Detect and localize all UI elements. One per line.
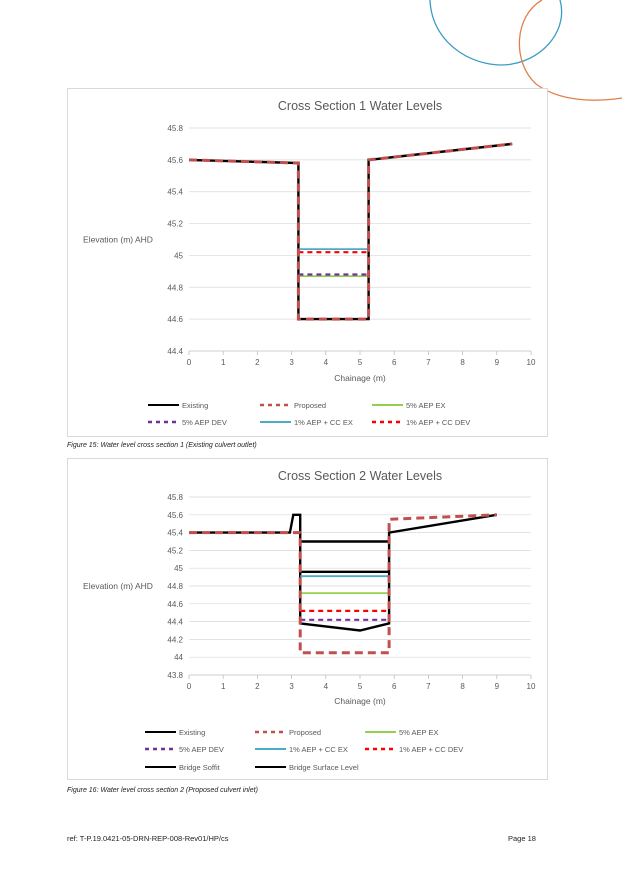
y-tick-label: 45.6 [167, 511, 183, 520]
legend-label: 5% AEP EX [399, 728, 438, 737]
x-tick-label: 2 [255, 358, 260, 367]
x-tick-label: 8 [460, 358, 465, 367]
chart-svg-1: Cross Section 1 Water Levels 44.4 44.6 44.8… [83, 99, 536, 427]
x-tick-label: 4 [324, 358, 329, 367]
y-tick-label: 44.4 [167, 347, 183, 356]
y-tick-label: 44.8 [167, 283, 183, 292]
x-tick-label: 9 [495, 682, 500, 691]
x-tick-label: 0 [187, 682, 192, 691]
legend-label: 1% AEP + CC EX [294, 418, 353, 427]
y-tick-label: 45 [174, 564, 183, 573]
x-tick-label: 1 [221, 682, 226, 691]
legend-label: 5% AEP DEV [179, 745, 224, 754]
x-tick-label: 10 [527, 682, 536, 691]
y-tick-label: 45 [174, 251, 183, 260]
y-tick-label: 44 [174, 653, 183, 662]
legend-label: 5% AEP EX [406, 401, 445, 410]
x-tick-label: 6 [392, 358, 397, 367]
figure-16-caption: Figure 16: Water level cross section 2 (… [67, 787, 258, 794]
legend-label: Proposed [294, 401, 326, 410]
series-line-proposed [189, 513, 497, 655]
y-tick-label: 45.8 [167, 493, 183, 502]
y-tick-label: 44.6 [167, 600, 183, 609]
y-tick-label: 44.8 [167, 582, 183, 591]
x-tick-label: 7 [426, 682, 431, 691]
y-tick-label: 44.6 [167, 315, 183, 324]
footer-page-number: Page 18 [508, 834, 536, 843]
x-tick-label: 3 [289, 358, 294, 367]
y-tick-label: 45.4 [167, 188, 183, 197]
legend-label: 1% AEP + CC DEV [406, 418, 470, 427]
decor-blue-arc [429, 0, 563, 66]
x-tick-label: 8 [460, 682, 465, 691]
legend-label: Existing [182, 401, 208, 410]
x-tick-label: 7 [426, 358, 431, 367]
chart-cross-section-1: Cross Section 1 Water Levels 44.4 44.6 44.8… [67, 88, 548, 437]
x-axis-label: Chainage (m) [334, 696, 386, 706]
chart-cross-section-2: Cross Section 2 Water Levels 43.8 44 44.2 44… [67, 458, 548, 780]
series-line-existing [188, 142, 513, 321]
x-tick-label: 3 [289, 682, 294, 691]
y-tick-label: 45.6 [167, 156, 183, 165]
y-axis-label: Elevation (m) AHD [83, 235, 153, 245]
y-tick-label: 45.2 [167, 220, 183, 229]
y-tick-label: 43.8 [167, 671, 183, 680]
x-tick-label: 10 [527, 358, 536, 367]
decor-orange-arc [518, 0, 622, 101]
figure-15-caption: Figure 15: Water level cross section 1 (… [67, 442, 257, 449]
x-tick-label: 0 [187, 358, 192, 367]
footer-reference: ref: T-P.19.0421-05-DRN-REP-008-Rev01/HP… [67, 834, 229, 843]
legend-label: 5% AEP DEV [182, 418, 227, 427]
x-tick-label: 5 [358, 358, 363, 367]
legend-label: Bridge Surface Level [289, 763, 359, 772]
chart-title: Cross Section 1 Water Levels [278, 99, 442, 113]
legend-label: 1% AEP + CC EX [289, 745, 348, 754]
y-tick-label: 45.4 [167, 529, 183, 538]
y-axis-label: Elevation (m) AHD [83, 581, 153, 591]
x-tick-label: 5 [358, 682, 363, 691]
legend-label: 1% AEP + CC DEV [399, 745, 463, 754]
legend-label: Proposed [289, 728, 321, 737]
series-line-proposed [188, 142, 513, 321]
chart-title: Cross Section 2 Water Levels [278, 469, 442, 483]
legend-label: Bridge Soffit [179, 763, 221, 772]
legend-label: Existing [179, 728, 205, 737]
x-axis-label: Chainage (m) [334, 373, 386, 383]
x-tick-label: 9 [495, 358, 500, 367]
y-tick-label: 45.8 [167, 124, 183, 133]
x-tick-label: 1 [221, 358, 226, 367]
y-tick-label: 45.2 [167, 546, 183, 555]
y-tick-label: 44.2 [167, 635, 183, 644]
chart-svg-2: Cross Section 2 Water Levels43.84444.244… [83, 469, 536, 772]
x-tick-label: 6 [392, 682, 397, 691]
x-tick-label: 4 [324, 682, 329, 691]
decorative-arcs [429, 0, 622, 101]
x-tick-label: 2 [255, 682, 260, 691]
y-tick-label: 44.4 [167, 618, 183, 627]
